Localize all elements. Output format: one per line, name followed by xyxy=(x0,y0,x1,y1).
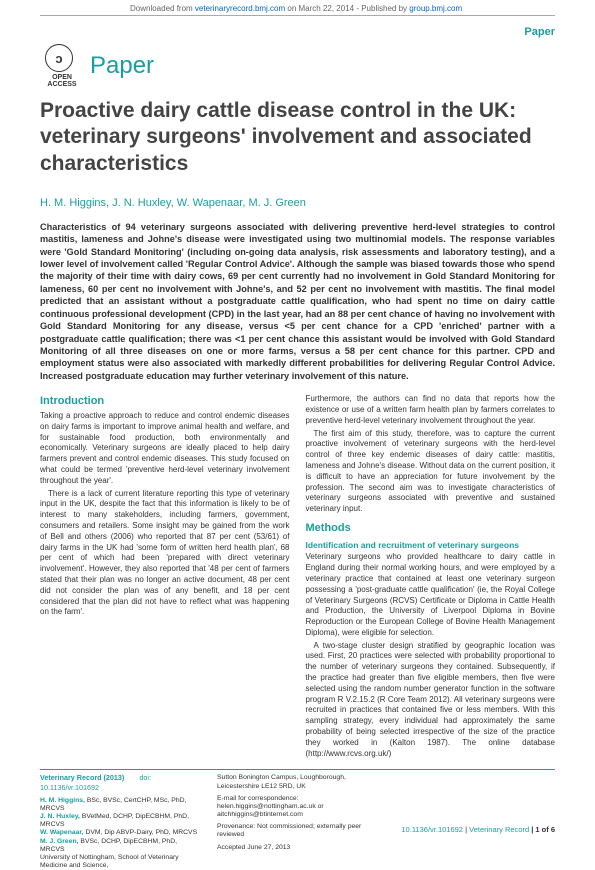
title-block: Proactive dairy cattle disease control i… xyxy=(0,96,595,187)
methods-heading: Methods xyxy=(306,521,556,536)
affil-col-1: Veterinary Record (2013) doi: 10.1136/vr… xyxy=(40,774,201,870)
author-3-qual: DVM, Dip ABVP-Dairy, PhD, MRCVS xyxy=(84,829,198,836)
paper-heading: Paper xyxy=(90,52,154,80)
author-3-name: W. Wapenaar, xyxy=(40,829,84,836)
footer-vr: Veterinary Record xyxy=(469,825,529,834)
paper-tab: Paper xyxy=(0,16,595,38)
email-1: helen.higgins@nottingham.ac.uk or xyxy=(217,803,378,811)
author-4-name: M. J. Green, xyxy=(40,838,79,845)
article-title: Proactive dairy cattle disease control i… xyxy=(40,98,555,177)
provenance: Provenance: Not commissioned; externally… xyxy=(217,823,378,839)
site-link[interactable]: veterinaryrecord.bmj.com xyxy=(195,4,285,13)
dl-mid: on March 22, 2014 - Published by xyxy=(285,4,409,13)
open-access-label: OPEN ACCESS xyxy=(40,74,84,88)
methods-p1: Veterinary surgeons who provided healthc… xyxy=(306,552,556,638)
open-access-block: ɔ OPEN ACCESS xyxy=(40,44,84,88)
header-band: ɔ OPEN ACCESS Paper xyxy=(0,38,595,96)
authors-line: H. M. Higgins, J. N. Huxley, W. Wapenaar… xyxy=(0,187,595,221)
intro-p1: Taking a proactive approach to reduce an… xyxy=(40,411,290,487)
address: Sutton Bonington Campus, Loughborough, L… xyxy=(217,774,378,790)
vet-record-label: Veterinary Record (2013) xyxy=(40,773,124,782)
footer-doi: 10.1136/vr.101692 xyxy=(401,825,463,834)
intro-heading: Introduction xyxy=(40,394,290,409)
column-right: Furthermore, the authors can find no dat… xyxy=(306,394,556,761)
body-columns: Introduction Taking a proactive approach… xyxy=(0,394,595,761)
accepted-date: Accepted June 27, 2013 xyxy=(217,844,378,852)
affil-col-2: Sutton Bonington Campus, Loughborough, L… xyxy=(217,774,378,870)
affiliation-block: Veterinary Record (2013) doi: 10.1136/vr… xyxy=(40,769,555,870)
dl-prefix: Downloaded from xyxy=(130,4,195,13)
footer-page: | 1 of 6 xyxy=(529,825,555,834)
page-footer: 10.1136/vr.101692 | Veterinary Record | … xyxy=(401,825,555,834)
email-2: aitchhiggins@btinternet.com xyxy=(217,811,378,819)
col2-p1: Furthermore, the authors can find no dat… xyxy=(306,394,556,426)
methods-p2: A two-stage cluster design stratified by… xyxy=(306,641,556,760)
col2-p2: The first aim of this study, therefore, … xyxy=(306,429,556,515)
institution: University of Nottingham, School of Vete… xyxy=(40,854,201,870)
author-1-name: H. M. Higgins, xyxy=(40,797,85,804)
column-left: Introduction Taking a proactive approach… xyxy=(40,394,290,761)
open-access-icon: ɔ xyxy=(45,44,73,72)
download-info: Downloaded from veterinaryrecord.bmj.com… xyxy=(0,0,595,13)
author-2-name: J. N. Huxley, xyxy=(40,813,80,820)
intro-p2: There is a lack of current literature re… xyxy=(40,489,290,619)
methods-subheading: Identification and recruitment of veteri… xyxy=(306,540,556,551)
email-label: E-mail for correspondence: xyxy=(217,795,378,803)
affil-col-3 xyxy=(394,774,555,870)
abstract: Characteristics of 94 veterinary surgeon… xyxy=(0,221,595,394)
publisher-link[interactable]: group.bmj.com xyxy=(409,4,462,13)
